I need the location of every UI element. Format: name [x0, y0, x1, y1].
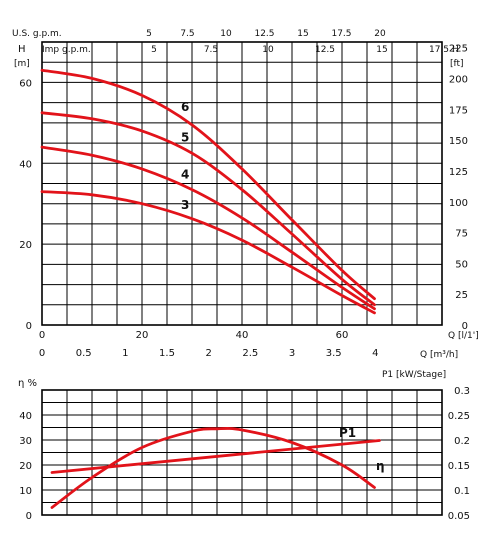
imp-gpm-tick: 12.5	[315, 45, 335, 55]
q-lmin-tick: 0	[39, 330, 45, 341]
efficiency-tick: 30	[19, 436, 32, 447]
head-m-tick: 60	[19, 78, 32, 89]
us-gpm-tick: 20	[374, 29, 386, 39]
curve-power	[50, 439, 381, 474]
efficiency-tick: 0	[26, 511, 32, 522]
imp-gpm-tick: 10	[262, 45, 274, 55]
imp-gpm-tick: 5	[151, 45, 157, 55]
imp-gpm-tick: 15	[376, 45, 387, 55]
power-tick: 0.05	[448, 511, 470, 522]
us-gpm-tick: 12.5	[254, 29, 274, 39]
us-gpm-tick: 17.5	[331, 29, 351, 39]
q-lmin-tick: 20	[136, 330, 149, 341]
head-ft-ticks: 0 25 50 75 100 125 150 175 200 225	[449, 44, 468, 332]
us-gpm-tick: 5	[146, 29, 152, 39]
power-tick: 0.25	[448, 411, 470, 422]
head-unit-ft-label: [ft]	[450, 59, 464, 69]
top-chart-grid	[41, 41, 443, 326]
q-m3h-tick: 2	[205, 348, 211, 359]
q-m3h-tick: 0.5	[76, 348, 92, 359]
power-tick: 0.1	[454, 486, 470, 497]
us-gpm-tick: 10	[220, 29, 232, 39]
q-m3h-tick: 3.5	[326, 348, 342, 359]
us-gpm-tick: 15	[297, 29, 308, 39]
head-unit-label: H	[18, 44, 26, 55]
q-lmin-label: Q [l/1']	[448, 331, 479, 341]
efficiency-axis-label: η %	[18, 378, 37, 389]
efficiency-series-label: η	[376, 459, 385, 473]
head-curve-5	[40, 111, 376, 307]
q-m3h-tick: 0	[39, 348, 45, 359]
q-m3h-tick: 4	[372, 348, 378, 359]
bottom-chart-grid	[41, 389, 443, 516]
curve-label-5: 5	[181, 131, 189, 145]
efficiency-ticks: 0 10 20 30 40	[19, 411, 32, 522]
imp-gpm-ticks: 5 7.5 10 12.5 15 17.5	[151, 45, 449, 55]
imp-gpm-tick: 7.5	[204, 45, 218, 55]
q-m3h-ticks: 0 0.5 1 1.5 2 2.5 3 3.5 4	[39, 348, 379, 359]
q-lmin-ticks: 0 20 40 60	[39, 330, 349, 341]
head-ft-tick: 75	[455, 229, 468, 240]
head-m-tick: 20	[19, 240, 32, 251]
head-m-ticks: 0 20 40 60	[19, 78, 32, 332]
us-gpm-label: U.S. g.p.m.	[12, 29, 62, 39]
head-unit-m-label: [m]	[14, 59, 30, 69]
q-lmin-tick: 40	[236, 330, 249, 341]
head-ft-tick: 25	[455, 290, 468, 301]
power-tick: 0.15	[448, 461, 470, 472]
power-axis-label: P1 [kW/Stage]	[382, 370, 446, 380]
head-curve-6	[40, 68, 376, 301]
efficiency-power-curves: P1 η	[50, 426, 385, 509]
head-ft-tick: 0	[462, 321, 468, 332]
imp-gpm-end-label: H	[452, 45, 459, 55]
head-ft-tick: 100	[449, 198, 468, 209]
q-m3h-tick: 3	[289, 348, 295, 359]
q-m3h-tick: 2.5	[242, 348, 258, 359]
q-m3h-tick: 1.5	[159, 348, 175, 359]
head-ft-tick: 150	[449, 136, 468, 147]
q-m3h-tick: 1	[122, 348, 128, 359]
curve-label-4: 4	[181, 167, 189, 181]
imp-gpm-label: Imp g.p.m.	[42, 45, 91, 55]
head-curve-3	[40, 190, 376, 315]
efficiency-tick: 10	[19, 486, 32, 497]
us-gpm-tick: 7.5	[180, 29, 194, 39]
head-curve-4	[40, 145, 376, 311]
head-m-tick: 40	[19, 159, 32, 170]
imp-gpm-tick: 17.5	[429, 45, 449, 55]
head-ft-tick: 200	[449, 75, 468, 86]
q-lmin-tick: 60	[336, 330, 349, 341]
head-ft-tick: 175	[449, 105, 468, 116]
head-ft-tick: 225	[449, 44, 468, 55]
efficiency-tick: 20	[19, 461, 32, 472]
us-gpm-ticks: 5 7.5 10 12.5 15 17.5 20	[146, 29, 386, 39]
head-curves: 3 4 5 6	[40, 68, 376, 315]
head-ft-tick: 50	[455, 259, 468, 270]
efficiency-tick: 40	[19, 411, 32, 422]
power-ticks: 0.05 0.1 0.15 0.2 0.25 0.3	[448, 386, 470, 522]
power-series-label: P1	[339, 426, 356, 440]
power-tick: 0.2	[454, 436, 470, 447]
power-tick: 0.3	[454, 386, 470, 397]
curve-label-6: 6	[181, 100, 189, 114]
q-m3h-label: Q [m³/h]	[420, 350, 458, 360]
curve-label-3: 3	[181, 198, 189, 212]
head-ft-tick: 125	[449, 167, 468, 178]
head-m-tick: 0	[26, 321, 32, 332]
